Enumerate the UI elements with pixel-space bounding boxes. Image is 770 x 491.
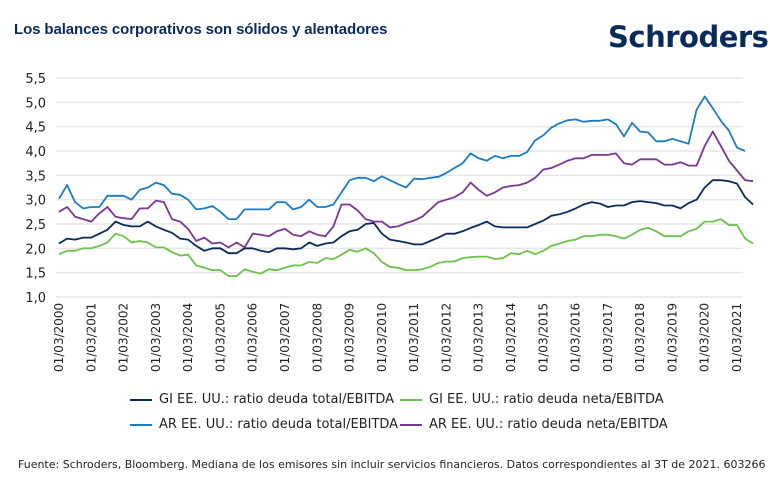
y-tick-label: 2,0 bbox=[25, 242, 46, 257]
legend-label: AR EE. UU.: ratio deuda total/EBITDA bbox=[159, 417, 399, 432]
y-tick-label: 4,0 bbox=[25, 145, 46, 160]
x-tick-label: 01/03/2021 bbox=[730, 303, 744, 372]
y-tick-label: 4,5 bbox=[25, 121, 46, 136]
legend-label: AR EE. UU.: ratio deuda neta/EBITDA bbox=[429, 417, 668, 432]
x-tick-label: 01/03/2019 bbox=[665, 303, 679, 372]
x-tick-label: 01/03/2003 bbox=[149, 303, 163, 372]
legend-item-ar-total: AR EE. UU.: ratio deuda total/EBITDA bbox=[130, 417, 398, 432]
legend-swatch bbox=[400, 398, 422, 401]
legend-item-gi-total: GI EE. UU.: ratio deuda total/EBITDA bbox=[130, 392, 394, 407]
y-tick-label: 1,5 bbox=[25, 267, 46, 282]
y-tick-label: 2,5 bbox=[25, 218, 46, 233]
x-tick-label: 01/03/2013 bbox=[472, 303, 486, 372]
series-line-0 bbox=[58, 179, 754, 255]
y-tick-label: 5,5 bbox=[25, 72, 46, 87]
x-tick-label: 01/03/2004 bbox=[181, 303, 195, 372]
x-tick-label: 01/03/2002 bbox=[117, 303, 131, 372]
chart-title: Los balances corporativos son sólidos y … bbox=[14, 21, 388, 38]
x-tick-label: 01/03/2018 bbox=[633, 303, 647, 372]
series-line-1 bbox=[58, 218, 754, 278]
source-footnote: Fuente: Schroders, Bloomberg. Mediana de… bbox=[18, 458, 766, 471]
legend-item-ar-neta: AR EE. UU.: ratio deuda neta/EBITDA bbox=[400, 417, 668, 432]
x-tick-label: 01/03/2006 bbox=[246, 303, 260, 372]
gridlines bbox=[56, 77, 743, 298]
legend-swatch bbox=[400, 423, 422, 426]
series-line-2 bbox=[58, 95, 746, 221]
x-tick-label: 01/03/2014 bbox=[504, 303, 518, 372]
y-tick-label: 3,0 bbox=[25, 194, 46, 209]
x-axis-ticks: 01/03/2000 01/03/2001 01/03/2002 01/03/2003… bbox=[52, 303, 744, 372]
x-tick-label: 01/03/2010 bbox=[375, 303, 389, 372]
y-tick-label: 1,0 bbox=[25, 291, 46, 306]
x-tick-label: 01/03/2015 bbox=[536, 303, 550, 372]
legend-swatch bbox=[130, 398, 152, 401]
x-tick-label: 01/03/2016 bbox=[569, 303, 583, 372]
x-tick-label: 01/03/2009 bbox=[343, 303, 357, 372]
x-tick-label: 01/03/2007 bbox=[278, 303, 292, 372]
x-tick-label: 01/03/2008 bbox=[310, 303, 324, 372]
legend-label: GI EE. UU.: ratio deuda total/EBITDA bbox=[159, 392, 395, 407]
x-tick-label: 01/03/2001 bbox=[84, 303, 98, 372]
legend-item-gi-neta: GI EE. UU.: ratio deuda neta/EBITDA bbox=[400, 392, 664, 407]
x-tick-label: 01/03/2017 bbox=[601, 303, 615, 372]
y-tick-label: 3,5 bbox=[25, 169, 46, 184]
x-tick-label: 01/03/2005 bbox=[213, 303, 227, 372]
y-tick-label: 5,0 bbox=[25, 96, 46, 111]
legend-swatch bbox=[130, 423, 152, 426]
x-tick-label: 01/03/2012 bbox=[439, 303, 453, 372]
y-axis-ticks: 1,0 1,5 2,0 2,5 3,0 3,5 4,0 4,5 5,0 5,5 bbox=[25, 72, 46, 306]
series-lines bbox=[58, 95, 754, 278]
x-tick-label: 01/03/2011 bbox=[407, 303, 421, 372]
line-chart: 1,0 1,5 2,0 2,5 3,0 3,5 4,0 4,5 5,0 5,5 01/03/200… bbox=[25, 72, 754, 372]
x-tick-label: 01/03/2000 bbox=[52, 303, 66, 372]
x-tick-label: 01/03/2020 bbox=[698, 303, 712, 372]
legend-label: GI EE. UU.: ratio deuda neta/EBITDA bbox=[429, 392, 664, 407]
series-line-3 bbox=[58, 130, 754, 249]
schroders-logo: Schroders bbox=[608, 20, 769, 54]
